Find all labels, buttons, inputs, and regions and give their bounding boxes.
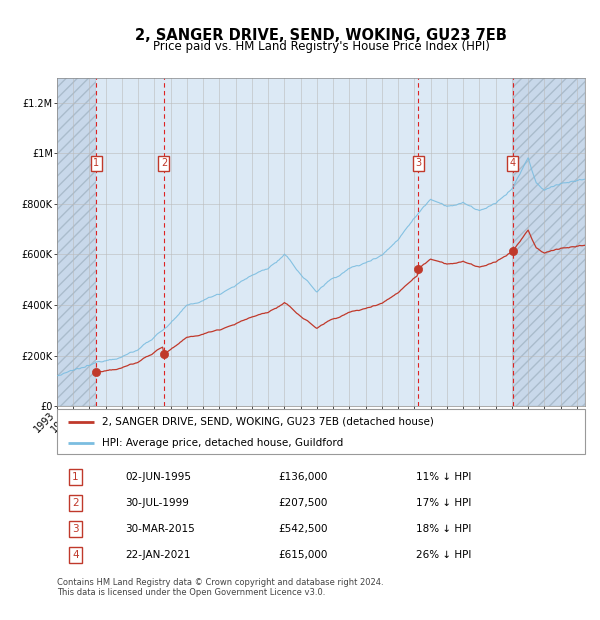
Bar <box>513 78 585 406</box>
Bar <box>164 78 418 406</box>
Text: 17% ↓ HPI: 17% ↓ HPI <box>416 498 472 508</box>
Text: Contains HM Land Registry data © Crown copyright and database right 2024.: Contains HM Land Registry data © Crown c… <box>57 578 383 587</box>
Text: £542,500: £542,500 <box>279 524 328 534</box>
Text: 30-JUL-1999: 30-JUL-1999 <box>125 498 190 508</box>
Text: 2, SANGER DRIVE, SEND, WOKING, GU23 7EB (detached house): 2, SANGER DRIVE, SEND, WOKING, GU23 7EB … <box>102 417 434 427</box>
Point <box>92 367 101 377</box>
Text: 3: 3 <box>72 524 79 534</box>
Text: 22-JAN-2021: 22-JAN-2021 <box>125 550 191 560</box>
Text: 1: 1 <box>93 159 100 169</box>
Text: £136,000: £136,000 <box>279 472 328 482</box>
Point <box>508 246 518 255</box>
Point <box>159 348 169 358</box>
Bar <box>57 78 97 406</box>
Bar <box>513 78 585 406</box>
Bar <box>57 78 97 406</box>
Text: 02-JUN-1995: 02-JUN-1995 <box>125 472 191 482</box>
Text: 3: 3 <box>415 159 422 169</box>
Text: 2: 2 <box>161 159 167 169</box>
Text: 26% ↓ HPI: 26% ↓ HPI <box>416 550 472 560</box>
Text: 4: 4 <box>510 159 516 169</box>
Text: HPI: Average price, detached house, Guildford: HPI: Average price, detached house, Guil… <box>102 438 343 448</box>
Text: 18% ↓ HPI: 18% ↓ HPI <box>416 524 472 534</box>
Bar <box>418 78 513 406</box>
Text: Price paid vs. HM Land Registry's House Price Index (HPI): Price paid vs. HM Land Registry's House … <box>152 40 490 53</box>
Text: This data is licensed under the Open Government Licence v3.0.: This data is licensed under the Open Gov… <box>57 588 325 597</box>
Text: £207,500: £207,500 <box>279 498 328 508</box>
Text: 2: 2 <box>72 498 79 508</box>
Text: 1: 1 <box>72 472 79 482</box>
Text: 2, SANGER DRIVE, SEND, WOKING, GU23 7EB: 2, SANGER DRIVE, SEND, WOKING, GU23 7EB <box>135 28 507 43</box>
Text: £615,000: £615,000 <box>279 550 328 560</box>
Text: 4: 4 <box>72 550 79 560</box>
Point <box>413 264 423 274</box>
Text: 30-MAR-2015: 30-MAR-2015 <box>125 524 196 534</box>
Text: 11% ↓ HPI: 11% ↓ HPI <box>416 472 472 482</box>
Bar <box>97 78 164 406</box>
